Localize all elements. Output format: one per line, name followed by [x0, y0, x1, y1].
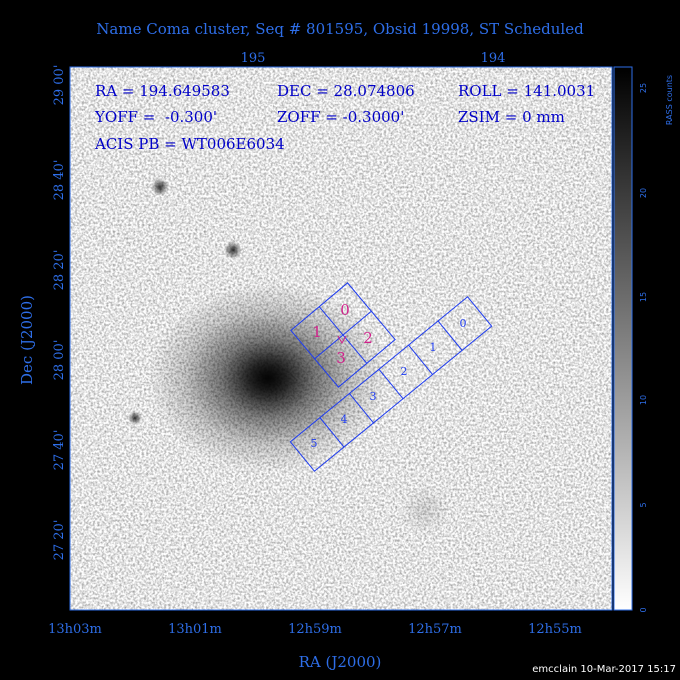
- bottom-tick: 12h59m: [288, 622, 342, 637]
- colorbar-tick: 5: [639, 502, 648, 507]
- x-label: RA (J2000): [299, 653, 382, 671]
- acis-s-chip: 1: [430, 341, 437, 354]
- info: YOFF = -0.300': [94, 108, 217, 126]
- acis-s-chip: 4: [341, 413, 348, 426]
- acis-s-chip: 3: [370, 390, 377, 403]
- left-tick: 27 40': [52, 430, 67, 471]
- acis-i-chip: 0: [340, 301, 350, 319]
- top-tick: 195: [241, 51, 266, 66]
- acis-i-chip: 2: [363, 329, 373, 347]
- info: RA = 194.649583: [95, 82, 230, 100]
- bottom-tick: 12h57m: [408, 622, 462, 637]
- frame: [69, 66, 613, 611]
- colorbar-label: RASS counts: [665, 75, 674, 125]
- acis-s-chip: 0: [460, 317, 467, 330]
- left-tick: 28 20': [52, 250, 67, 291]
- colorbar-tick: 25: [639, 83, 648, 93]
- left-tick: 28 00': [52, 340, 67, 381]
- left-tick: 28 40': [52, 160, 67, 201]
- top-tick: 194: [481, 51, 506, 66]
- acis-s: [289, 296, 493, 472]
- left-tick: 27 20': [52, 520, 67, 561]
- acis-s-chip: 2: [401, 365, 408, 378]
- colorbar: [613, 66, 633, 611]
- bottom-tick: 13h01m: [168, 622, 222, 637]
- colorbar-tick: 15: [639, 292, 648, 302]
- y-label: Dec (J2000): [18, 295, 36, 385]
- colorbar-tick: 10: [639, 395, 648, 405]
- info: ZSIM = 0 mm: [458, 108, 565, 126]
- colorbar-tick: 0: [639, 607, 648, 612]
- info: DEC = 28.074806: [277, 82, 415, 100]
- info: ACIS PB = WT006E6034: [94, 135, 285, 153]
- title: Name Coma cluster, Seq # 801595, Obsid 1…: [96, 20, 584, 38]
- info: ROLL = 141.0031: [458, 82, 595, 100]
- aimpoint: [337, 335, 347, 345]
- acis-i-chip: 1: [312, 323, 322, 341]
- colorbar-tick: 20: [639, 188, 648, 198]
- bottom-tick: 13h03m: [48, 622, 102, 637]
- bottom-tick: 12h55m: [528, 622, 582, 637]
- acis-s-chip: 5: [311, 437, 318, 450]
- sky-image: [70, 67, 612, 610]
- footer: emcclain 10-Mar-2017 15:17: [532, 664, 676, 675]
- info: ZOFF = -0.3000': [277, 108, 404, 126]
- acis-i-chip: 3: [336, 349, 346, 367]
- acis-i: [290, 282, 396, 388]
- left-tick: 29 00': [52, 65, 67, 106]
